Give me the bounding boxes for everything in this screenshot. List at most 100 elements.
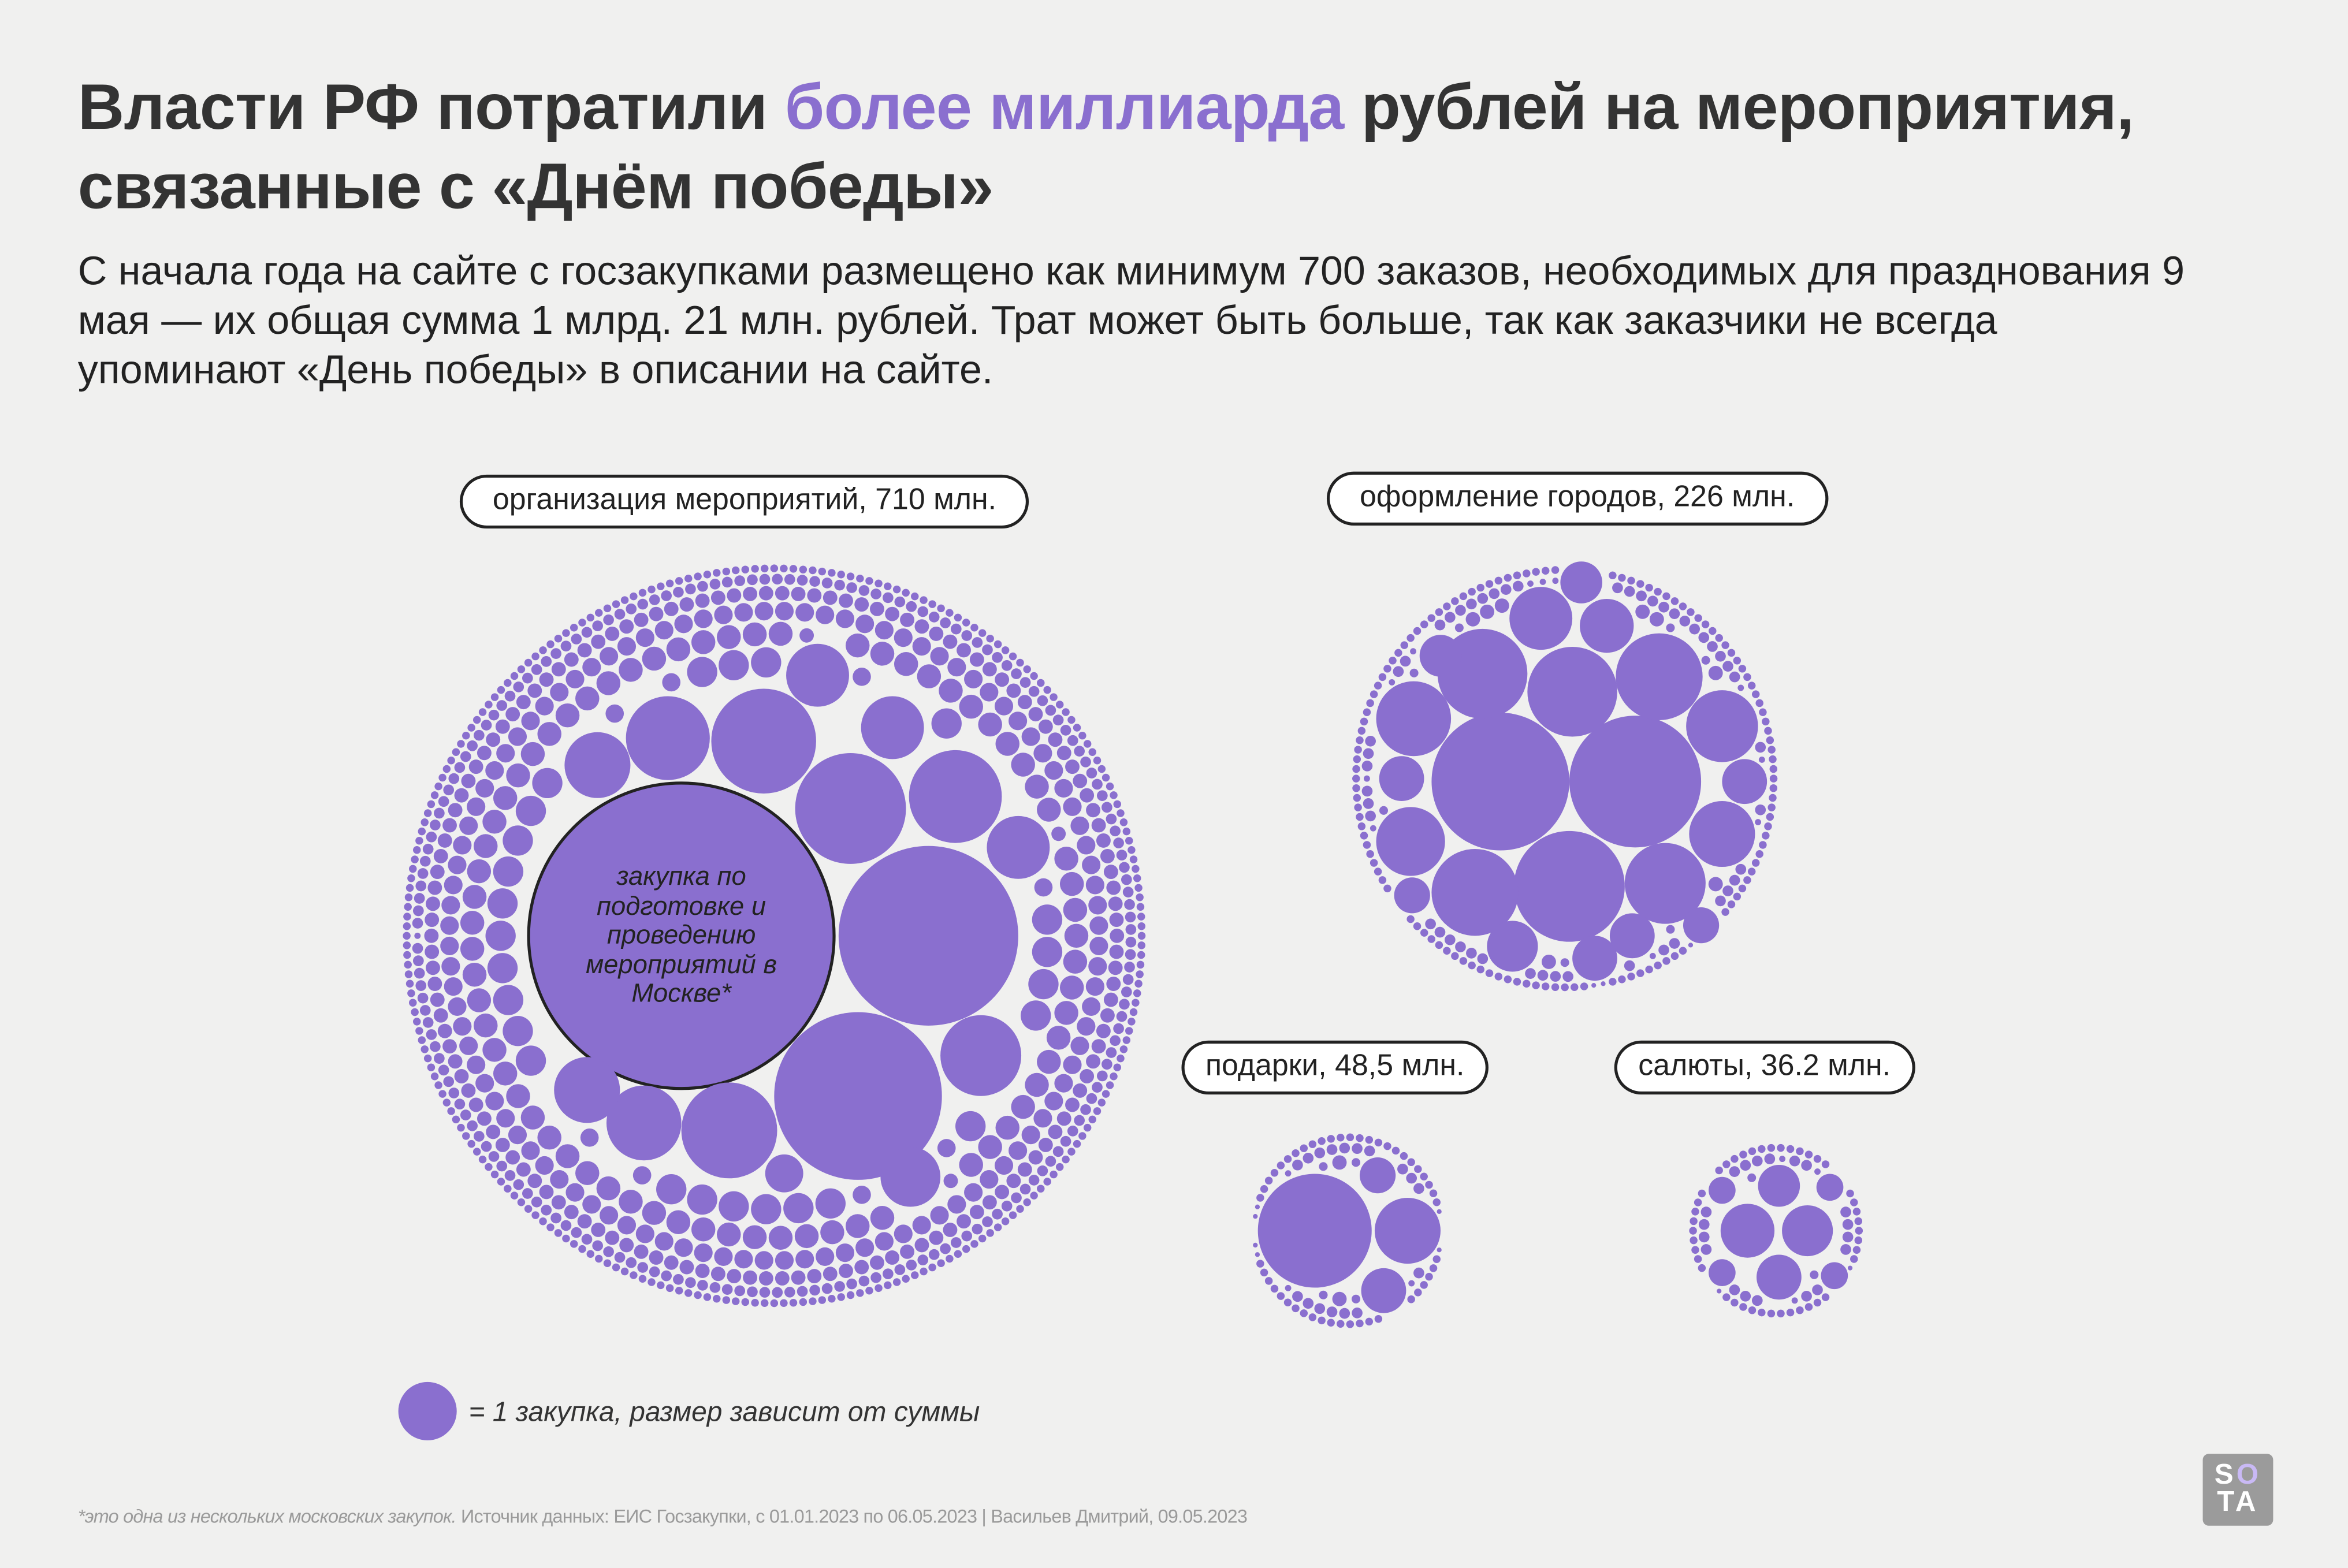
- bubble-events: [1091, 1039, 1106, 1054]
- bubble-events: [714, 1247, 733, 1266]
- bubble-events: [995, 1115, 1019, 1140]
- bubble-events: [675, 577, 683, 585]
- bubble-decoration: [1689, 623, 1700, 635]
- bubble-events: [580, 1128, 599, 1147]
- bubble-decoration: [1764, 822, 1772, 830]
- bubble-events: [722, 1296, 731, 1304]
- bubble-events: [527, 1174, 542, 1189]
- bubble-events: [751, 647, 782, 678]
- bubble-decoration: [1762, 832, 1770, 840]
- bubble-events: [474, 1131, 485, 1142]
- bubble-events: [459, 816, 478, 835]
- bubble-gifts: [1327, 1319, 1335, 1327]
- bubble-events: [772, 1287, 783, 1298]
- bubble-events: [661, 1270, 672, 1282]
- bubble-events: [1102, 1059, 1112, 1070]
- bubble-events: [413, 955, 424, 966]
- bubble-events: [930, 647, 949, 666]
- bubble-events: [654, 1232, 673, 1251]
- bubble-events: [1019, 1183, 1031, 1195]
- bubble-fireworks: [1751, 1295, 1763, 1306]
- bubble-events: [1097, 765, 1106, 773]
- bubble-events: [713, 1294, 721, 1303]
- bubble-events: [834, 579, 845, 591]
- bubble-events: [490, 693, 499, 701]
- bubble-decoration: [1715, 650, 1726, 662]
- bubble-events: [1137, 922, 1146, 930]
- bubble-decoration: [1379, 806, 1388, 815]
- bubble-events: [1051, 826, 1066, 841]
- bubble-events: [1117, 1054, 1125, 1063]
- bubble-events: [617, 1216, 637, 1235]
- bubble-events: [554, 1229, 563, 1237]
- bubble-events: [1122, 1036, 1131, 1044]
- bubble-events: [457, 1123, 465, 1132]
- bubble-events: [734, 575, 746, 586]
- bubble-events: [784, 573, 795, 585]
- bubble-gifts: [1364, 1145, 1375, 1157]
- bubble-decoration: [1666, 623, 1675, 632]
- bubble-events: [1110, 1035, 1121, 1046]
- bubble-events: [719, 1191, 749, 1221]
- sota-logo: SO TA: [2202, 1454, 2273, 1526]
- logo-o: O: [2236, 1459, 2262, 1492]
- bubble-events: [475, 779, 494, 798]
- bubble-events: [524, 1205, 533, 1213]
- bubble-events: [853, 667, 871, 686]
- bubble-events: [978, 1234, 987, 1243]
- bubble-decoration: [1537, 970, 1549, 981]
- bubble-events: [1060, 1135, 1071, 1147]
- bubble-events: [1001, 660, 1013, 671]
- bubble-events: [546, 1223, 555, 1231]
- bubble-events: [838, 846, 1018, 1026]
- bubble-events: [982, 1195, 997, 1210]
- bubble-events: [630, 592, 638, 601]
- bubble-decoration: [1435, 941, 1443, 949]
- bubble-decoration: [1468, 587, 1476, 596]
- bubble-events: [751, 1194, 782, 1224]
- bubble-decoration: [1733, 657, 1742, 665]
- bubble-events: [493, 786, 518, 810]
- bubble-events: [685, 583, 696, 595]
- bubble-decoration: [1394, 877, 1430, 914]
- bubble-events: [1108, 960, 1123, 975]
- bubble-events: [496, 744, 515, 763]
- bubble-decoration: [1764, 727, 1772, 735]
- bubble-gifts: [1356, 1319, 1364, 1328]
- bubble-events: [460, 751, 471, 762]
- bubble-events: [982, 662, 997, 677]
- bubble-events: [564, 652, 579, 667]
- bubble-decoration: [1654, 961, 1662, 970]
- bubble-events: [835, 609, 855, 628]
- bubble-decoration: [1434, 619, 1446, 631]
- bubble-events: [914, 1238, 929, 1253]
- bubble-events: [493, 856, 524, 887]
- bubble-decoration: [1360, 717, 1368, 726]
- bubble-decoration: [1722, 661, 1733, 672]
- bubble-events: [1073, 724, 1081, 732]
- bubble-events: [427, 1063, 436, 1071]
- bubble-fireworks: [1757, 1254, 1802, 1300]
- bubble-gifts: [1425, 1272, 1433, 1281]
- bubble-decoration: [1562, 971, 1573, 982]
- bubble-events: [414, 932, 421, 939]
- bubble-events: [551, 1195, 566, 1210]
- bubble-events: [772, 573, 783, 585]
- highlight-label: закупка по подготовке и проведению мероп…: [586, 861, 777, 1008]
- bubble-events: [440, 936, 459, 956]
- bubble-gifts: [1318, 1316, 1326, 1325]
- bubble-decoration: [1378, 673, 1387, 681]
- bubble-gifts: [1397, 1163, 1408, 1175]
- bubble-events: [495, 719, 510, 734]
- bubble-events: [865, 1286, 873, 1295]
- bubble-events: [415, 1027, 423, 1035]
- bubble-events: [1134, 979, 1143, 988]
- bubble-events: [818, 567, 827, 576]
- bubble-events: [714, 605, 733, 624]
- bubble-gifts: [1400, 1152, 1408, 1160]
- bubble-events: [448, 1054, 463, 1069]
- bubble-events: [510, 1191, 519, 1200]
- bubble-events: [551, 662, 566, 677]
- bubble-events: [521, 712, 540, 731]
- bubble-decoration: [1738, 884, 1747, 893]
